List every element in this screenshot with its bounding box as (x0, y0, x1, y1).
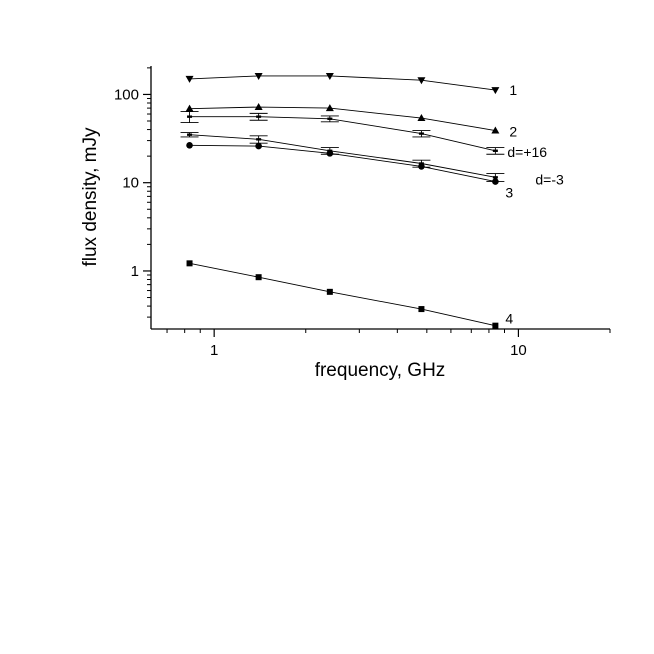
series-line (189, 262, 496, 327)
data-point (254, 103, 263, 111)
series-6: 4 (186, 260, 513, 329)
data-point (186, 260, 193, 267)
data-point (327, 117, 333, 120)
data-point (187, 133, 193, 136)
data-point (255, 142, 262, 150)
series-5: 3 (186, 142, 513, 201)
series-label: 4 (505, 311, 513, 327)
data-point (418, 132, 424, 135)
data-point (187, 115, 193, 118)
data-point (254, 72, 263, 80)
data-point (185, 104, 194, 112)
y-tick-label: 1 (131, 263, 139, 280)
data-point (418, 306, 425, 313)
series-line (189, 144, 496, 183)
data-point (255, 274, 262, 281)
series-label: 1 (509, 82, 517, 98)
data-point (492, 322, 499, 329)
series-line (189, 75, 496, 91)
y-axis-title: flux density, mJy (80, 127, 101, 267)
data-point (491, 126, 500, 134)
data-point (418, 163, 425, 170)
data-point (492, 149, 498, 152)
series-4: d=-3 (180, 132, 564, 187)
data-point (491, 87, 500, 95)
axis-ticks: 1 10 1 10 100 (114, 67, 611, 359)
data-point (256, 138, 262, 141)
series-label: d=+16 (507, 144, 547, 160)
series-line (189, 106, 496, 131)
data-point (492, 176, 498, 179)
series-line (189, 134, 496, 178)
data-point (417, 114, 426, 122)
series-label: 2 (509, 124, 517, 140)
data-point (325, 72, 334, 80)
data-point (417, 77, 426, 85)
y-tick-label: 100 (114, 86, 139, 103)
data-point (326, 288, 333, 295)
series-2: 2 (185, 103, 517, 140)
series-label: d=-3 (535, 171, 564, 187)
data-point (325, 104, 334, 112)
x-axis-title: frequency, GHz (315, 360, 446, 381)
series-layer: 1 2 d=+16 d=-3 3 4 (180, 72, 564, 329)
data-point (326, 150, 334, 157)
x-tick-label: 10 (510, 342, 527, 359)
data-point (185, 75, 194, 83)
x-tick-label: 1 (210, 342, 218, 359)
data-point (186, 142, 193, 149)
data-point (492, 178, 499, 185)
series-label: 3 (505, 185, 513, 201)
series-1: 1 (185, 72, 517, 98)
y-tick-label: 10 (122, 175, 139, 192)
series-3: d=+16 (180, 111, 547, 160)
data-point (256, 115, 262, 118)
